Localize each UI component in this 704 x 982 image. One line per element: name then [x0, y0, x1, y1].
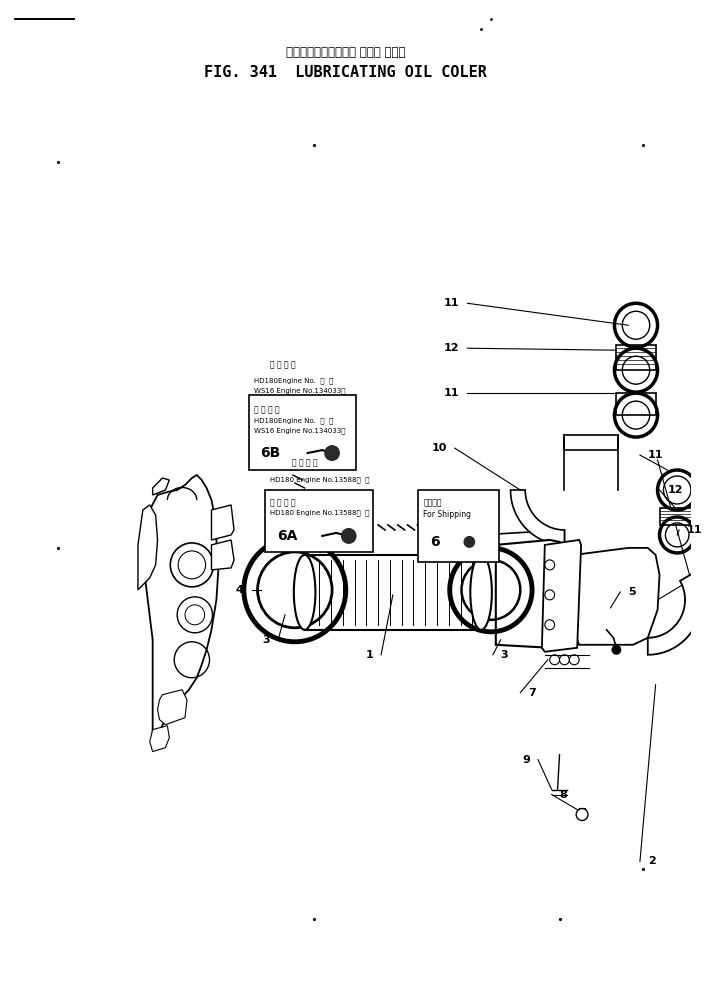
Polygon shape — [617, 393, 655, 415]
Polygon shape — [153, 478, 170, 495]
Text: 9: 9 — [522, 754, 530, 765]
Bar — [249, 395, 356, 470]
Polygon shape — [648, 573, 702, 655]
Text: 4: 4 — [236, 585, 244, 595]
Text: 1: 1 — [365, 650, 373, 660]
Polygon shape — [481, 530, 565, 550]
Text: HD180 Engine No.13588～  ・: HD180 Engine No.13588～ ・ — [270, 476, 370, 482]
Polygon shape — [305, 555, 481, 629]
Bar — [418, 490, 498, 562]
Polygon shape — [211, 505, 234, 540]
Text: WS16 Engine No.134033～: WS16 Engine No.134033～ — [253, 387, 345, 394]
Text: 適 用 番 号: 適 用 番 号 — [253, 406, 279, 414]
Polygon shape — [510, 490, 565, 545]
Polygon shape — [574, 548, 660, 645]
Text: HD180Engine No.  ・  ～: HD180Engine No. ・ ～ — [253, 377, 333, 384]
Polygon shape — [496, 540, 570, 648]
Polygon shape — [143, 475, 218, 744]
Polygon shape — [211, 540, 234, 570]
Polygon shape — [660, 508, 695, 525]
Circle shape — [463, 536, 475, 548]
Text: 適 用 番 号: 適 用 番 号 — [270, 498, 296, 507]
Text: ルーブリケーティング オイル クーラ: ルーブリケーティング オイル クーラ — [286, 46, 406, 59]
Text: For Shipping: For Shipping — [423, 510, 471, 518]
Polygon shape — [565, 435, 618, 450]
Text: 3: 3 — [263, 634, 270, 645]
Text: 7: 7 — [528, 687, 536, 698]
Text: 6B: 6B — [260, 446, 281, 460]
Polygon shape — [617, 346, 655, 370]
Polygon shape — [138, 505, 158, 590]
Circle shape — [612, 645, 622, 655]
Text: FIG. 341  LUBRICATING OIL COLER: FIG. 341 LUBRICATING OIL COLER — [204, 65, 487, 81]
Ellipse shape — [470, 555, 492, 629]
Circle shape — [325, 445, 340, 461]
Bar — [265, 490, 373, 552]
Text: 11: 11 — [648, 450, 663, 460]
Polygon shape — [542, 540, 581, 652]
Text: 5: 5 — [628, 587, 636, 597]
Text: 注意事項: 注意事項 — [423, 498, 441, 507]
Polygon shape — [158, 689, 187, 725]
Text: 6: 6 — [430, 535, 440, 549]
Text: 6A: 6A — [277, 529, 298, 543]
Text: 適 用 番 号: 適 用 番 号 — [292, 458, 318, 467]
Text: WS16 Engine No.134033～: WS16 Engine No.134033～ — [253, 427, 345, 434]
Text: HD180 Engine No.13588～  ・: HD180 Engine No.13588～ ・ — [270, 509, 370, 516]
Circle shape — [341, 528, 357, 544]
Ellipse shape — [294, 555, 315, 629]
Text: 適 用 番 号: 適 用 番 号 — [270, 360, 296, 369]
Text: HD180Engine No.  ・  ～: HD180Engine No. ・ ～ — [253, 417, 333, 423]
Polygon shape — [150, 726, 170, 751]
Text: 11: 11 — [444, 299, 460, 308]
Text: 10: 10 — [432, 443, 447, 453]
Text: 3: 3 — [501, 650, 508, 660]
Text: 12: 12 — [444, 343, 460, 354]
Text: 8: 8 — [560, 790, 567, 799]
Text: 11: 11 — [444, 388, 460, 398]
Text: 11: 11 — [687, 525, 703, 535]
Text: 12: 12 — [667, 485, 683, 495]
Text: 2: 2 — [648, 856, 655, 866]
